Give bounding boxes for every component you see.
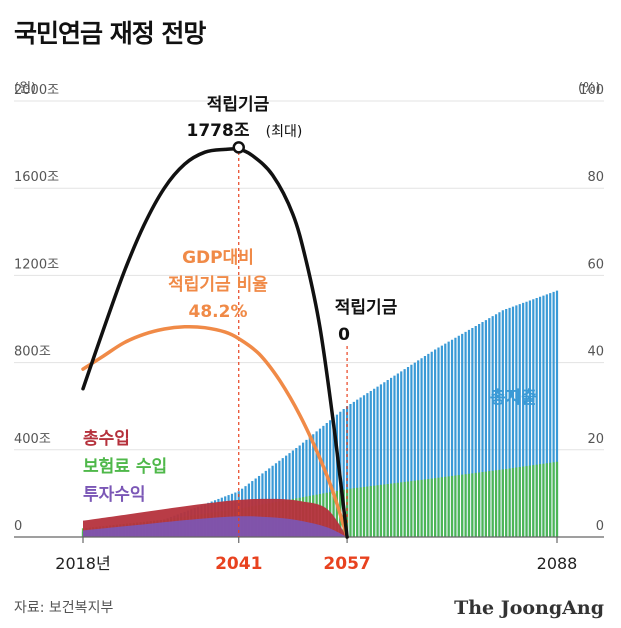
ratio-value: 48.2% (189, 302, 248, 322)
source-note: 자료: 보건복지부 (14, 600, 113, 616)
depletion-label: 적립기금 (335, 298, 398, 318)
ratio-label-2: 적립기금 비율 (168, 275, 268, 295)
right-axis-tick-label: 100 (579, 83, 604, 98)
left-axis-tick-label: 1200조 (14, 257, 59, 272)
left-axis-tick-label: 1600조 (14, 170, 59, 185)
peak-label: 적립기금 (207, 95, 270, 115)
line-gdp-ratio (81, 324, 349, 539)
x-axis-tick-label: 2018년 (55, 554, 110, 573)
reference-lines (238, 152, 348, 537)
lines (81, 141, 349, 539)
right-axis-tick-label: 20 (587, 432, 604, 447)
x-axis-ticks: 2018년 2041 2057 2088 (55, 554, 577, 574)
x-axis-tick-label: 2088 (537, 554, 578, 573)
series-label-total-expenditure: 총지출 (490, 388, 537, 408)
left-axis-tick-label: 2000조 (14, 83, 59, 98)
right-axis-tick-label: 0 (596, 519, 604, 534)
left-axis-tick-label: 800조 (14, 345, 51, 360)
peak-note: (최대) (266, 124, 303, 140)
left-axis-tick-label: 0 (14, 519, 22, 534)
left-axis-tick-label: 400조 (14, 432, 51, 447)
ratio-label-1: GDP대비 (182, 248, 254, 268)
depletion-value: 0 (338, 325, 350, 345)
right-axis-tick-label: 40 (587, 345, 604, 360)
series-label-premium-income: 보험료 수입 (83, 456, 167, 477)
right-axis-unit: (%) (578, 81, 601, 96)
x-axis-tick-label: 2041 (215, 554, 262, 574)
x-axis-tick-label: 2057 (323, 554, 370, 574)
axis-ticks: 0 0 400조 20 800조 40 1200조 60 1600조 80 2000조 100 (14, 83, 604, 534)
axes (14, 536, 604, 543)
chart-title: 국민연금 재정 전망 (14, 19, 206, 48)
right-axis-tick-label: 60 (587, 257, 604, 272)
series-label-total-income: 총수입 (83, 429, 130, 449)
area-investment-return (83, 516, 348, 537)
series-label-investment-return: 투자수익 (83, 485, 146, 505)
brand-logo: The JoongAng (454, 597, 604, 619)
peak-marker (232, 141, 245, 154)
peak-value: 1778조 (187, 121, 250, 141)
right-axis-tick-label: 80 (587, 170, 604, 185)
left-axis-unit: (원) (14, 81, 36, 96)
areas (83, 498, 348, 537)
